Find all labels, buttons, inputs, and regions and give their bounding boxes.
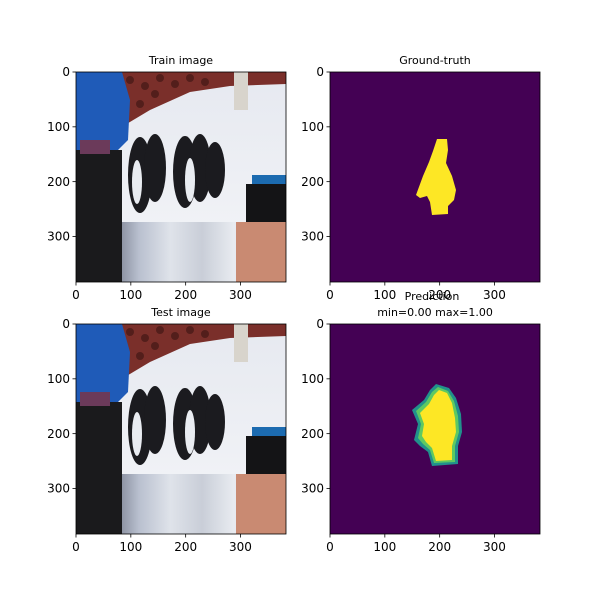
panel-title: Prediction	[405, 290, 460, 303]
x-tick-label: 0	[326, 288, 334, 302]
x-tick-label: 300	[229, 540, 252, 554]
penguin-bellies	[132, 410, 195, 456]
axes-frame	[329, 323, 541, 535]
axes-frame	[75, 71, 287, 283]
x-tick-label: 0	[72, 288, 80, 302]
train-photo	[76, 72, 286, 282]
y-tick-label: 0	[316, 317, 324, 331]
panel-train-image: Train image	[47, 54, 287, 302]
panel-ground-truth: Ground-truth 0 100 200 300 0 100 200 300	[301, 54, 541, 302]
y-tick-label: 100	[47, 120, 70, 134]
y-tick-label: 200	[301, 175, 324, 189]
panel-title: Test image	[150, 306, 211, 319]
crowd-band	[76, 324, 286, 392]
x-tick-label: 200	[428, 540, 451, 554]
y-tick-label: 0	[316, 65, 324, 79]
y-tick-label: 300	[47, 482, 70, 496]
y-tick-label: 100	[301, 372, 324, 386]
blue-jacket	[76, 72, 130, 150]
plaid-scarf	[80, 392, 110, 406]
x-ticks: 0 100 200 300	[326, 534, 506, 554]
x-tick-label: 100	[119, 288, 142, 302]
crowd-band	[76, 72, 286, 140]
y-tick-label: 300	[47, 230, 70, 244]
axes-frame	[329, 71, 541, 283]
y-tick-label: 100	[47, 372, 70, 386]
x-tick-label: 200	[174, 540, 197, 554]
x-tick-label: 100	[119, 540, 142, 554]
brick-wall	[236, 222, 286, 282]
x-tick-label: 100	[373, 288, 396, 302]
dark-block	[246, 436, 286, 474]
y-ticks: 0 100 200 300	[301, 317, 330, 496]
y-tick-label: 200	[301, 427, 324, 441]
x-tick-label: 300	[483, 288, 506, 302]
x-ticks: 0 100 200 300	[72, 282, 252, 302]
x-tick-label: 300	[483, 540, 506, 554]
dark-pants	[76, 402, 122, 534]
y-ticks: 0 100 200 300	[47, 65, 76, 244]
panel-prediction: Prediction min=0.00 max=1.00 0100200300 …	[301, 290, 541, 554]
plaid-scarf	[80, 140, 110, 154]
blue-pole	[252, 175, 286, 185]
y-tick-label: 300	[301, 230, 324, 244]
person-legs	[234, 72, 248, 110]
panel-subtitle: min=0.00 max=1.00	[377, 306, 493, 319]
y-ticks: 0 100 200 300	[47, 317, 76, 496]
mask-soft-core	[420, 390, 456, 461]
person-legs	[234, 324, 248, 362]
panel-title: Train image	[148, 54, 213, 67]
y-tick-label: 0	[62, 317, 70, 331]
panel-test-image: Test image	[47, 306, 287, 554]
x-tick-label: 200	[428, 288, 451, 302]
x-tick-label: 100	[373, 540, 396, 554]
y-tick-label: 200	[47, 427, 70, 441]
x-tick-label: 200	[174, 288, 197, 302]
blue-pole	[252, 427, 286, 437]
y-tick-label: 0	[62, 65, 70, 79]
blue-jacket	[76, 324, 130, 402]
x-tick-label: 0	[72, 540, 80, 554]
dark-block	[246, 184, 286, 222]
x-ticks: 0 100 200 300	[72, 534, 252, 554]
crowd-texture	[121, 326, 209, 360]
penguin-bellies	[132, 158, 195, 204]
x-ticks: 0 100 200 300	[326, 282, 506, 302]
panel-title: Ground-truth	[399, 54, 471, 67]
x-tick-label: 0	[326, 540, 334, 554]
brick-wall	[236, 474, 286, 534]
y-tick-label: 200	[47, 175, 70, 189]
dark-pants	[76, 150, 122, 282]
y-tick-label: 300	[301, 482, 324, 496]
test-photo	[76, 324, 286, 534]
y-tick-label: 100	[301, 120, 324, 134]
mask-foreground	[416, 139, 456, 215]
x-tick-label: 300	[229, 288, 252, 302]
y-ticks: 0 100 200 300	[301, 65, 330, 244]
axes-frame	[75, 323, 287, 535]
